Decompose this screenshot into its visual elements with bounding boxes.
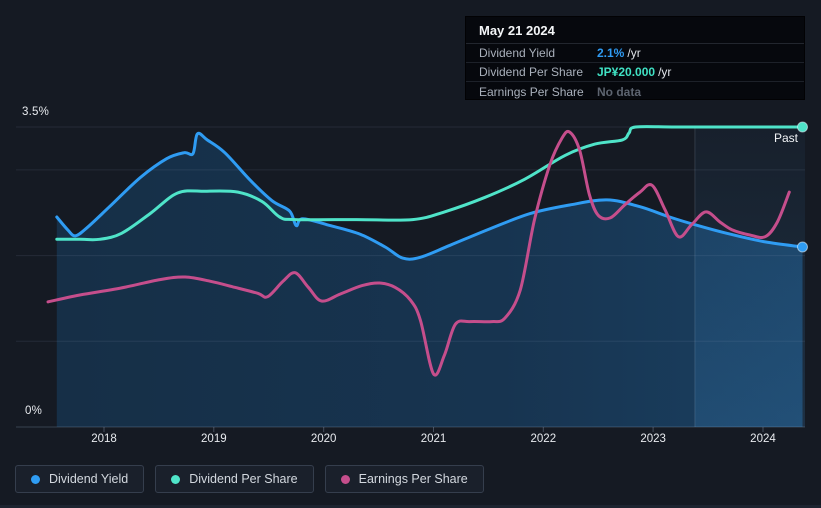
- tooltip-label: Earnings Per Share: [479, 84, 584, 99]
- tooltip-row-earnings-per-share: Earnings Per Share No data: [466, 82, 804, 101]
- legend-label: Dividend Per Share: [189, 472, 298, 486]
- tooltip-value: 2.1%: [597, 46, 625, 60]
- x-axis-label: 2020: [310, 433, 337, 445]
- x-axis-label: 2024: [750, 433, 776, 445]
- past-region-label: Past: [773, 131, 798, 145]
- tooltip-label: Dividend Per Share: [479, 65, 584, 79]
- tooltip-value: JP¥20.000: [597, 65, 656, 79]
- earnings-per-share-dot-icon: [340, 474, 350, 484]
- dividend-per-share-dot-icon: [171, 474, 181, 484]
- dividend-history-chart[interactable]: [0, 0, 821, 460]
- past-year-region: [694, 127, 805, 427]
- dividend-yield-dot-icon: [31, 474, 40, 484]
- x-axis-label: 2023: [640, 433, 666, 445]
- chart-tooltip: May 21 2024 Dividend Yield 2.1% /yr Divi…: [465, 16, 805, 100]
- legend-item-dividend-yield[interactable]: Dividend Yield: [15, 465, 145, 493]
- tooltip-date: May 21 2024: [466, 17, 804, 44]
- dividend-per-share-end-marker: [797, 121, 808, 133]
- x-axis-label: 2018: [91, 433, 117, 445]
- tooltip-value-suffix: /yr: [627, 46, 641, 60]
- dividend-yield-area: [56, 133, 803, 428]
- tooltip-row-dividend-per-share: Dividend Per Share JP¥20.000 /yr: [466, 63, 804, 82]
- legend-item-earnings-per-share[interactable]: Earnings Per Share: [324, 465, 484, 493]
- x-axis-label: 2021: [420, 433, 447, 445]
- y-axis-label-bottom: 0%: [25, 405, 43, 417]
- tooltip-row-dividend-yield: Dividend Yield 2.1% /yr: [466, 44, 804, 63]
- tooltip-value: No data: [597, 84, 642, 99]
- earnings-per-share-line: [46, 129, 791, 377]
- tooltip-label: Dividend Yield: [479, 46, 556, 60]
- bottom-divider: [0, 505, 821, 508]
- tooltip-value-suffix: /yr: [658, 65, 672, 79]
- legend-label: Earnings Per Share: [358, 472, 468, 486]
- x-axis-label: 2022: [530, 433, 557, 445]
- x-axis-label: 2019: [201, 433, 227, 445]
- dividend-per-share-line: [55, 125, 804, 242]
- legend-label: Dividend Yield: [49, 472, 129, 486]
- legend-item-dividend-per-share[interactable]: Dividend Per Share: [155, 465, 314, 493]
- chart-legend: Dividend Yield Dividend Per Share Earnin…: [15, 465, 484, 493]
- dividend-yield-end-marker: [797, 241, 808, 253]
- y-axis-label-top: 3.5%: [22, 106, 50, 118]
